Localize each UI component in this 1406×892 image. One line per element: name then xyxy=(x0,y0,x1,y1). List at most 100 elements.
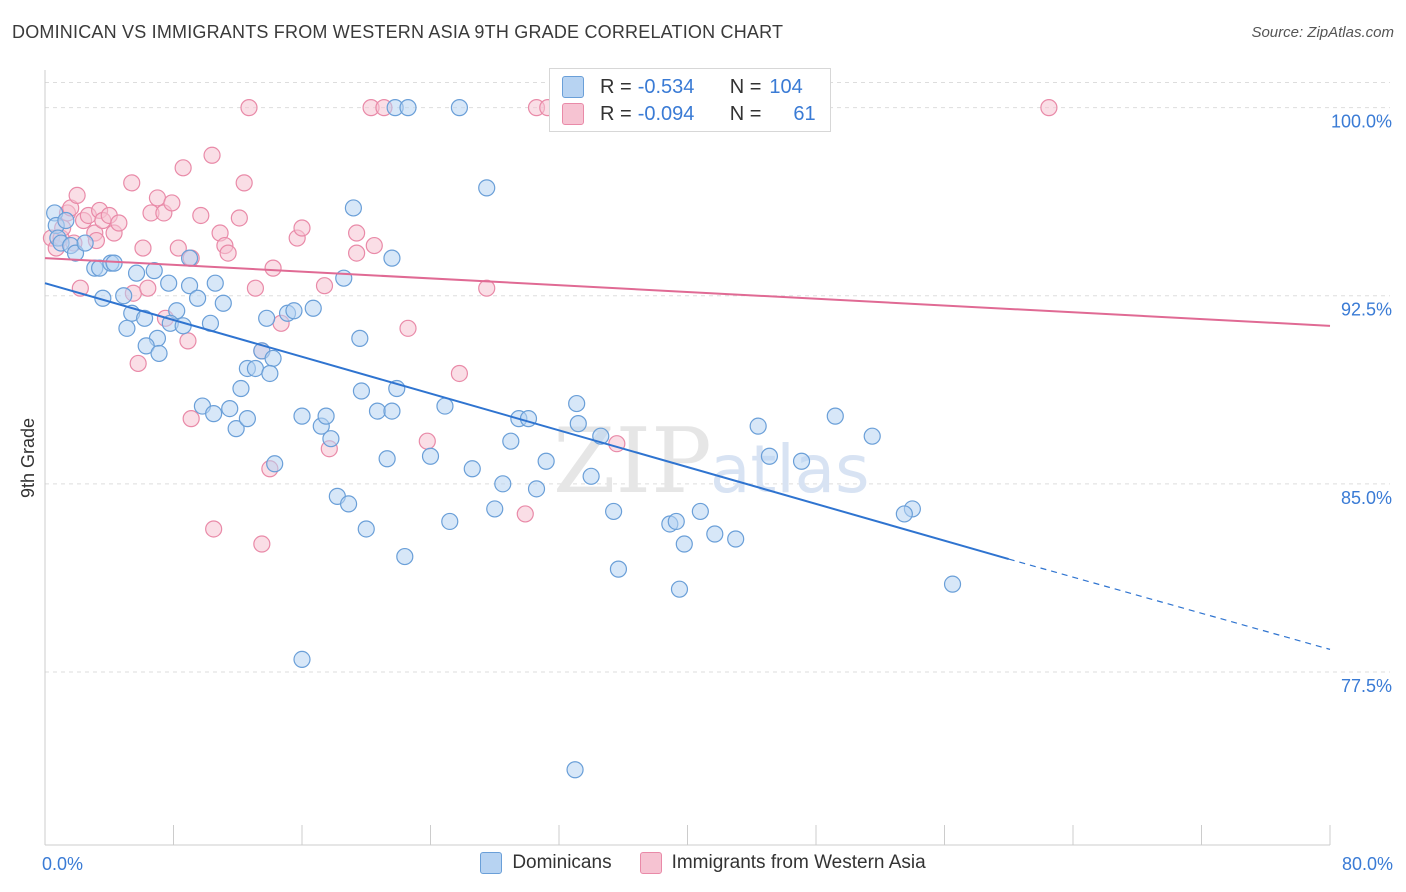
y-tick-label: 77.5% xyxy=(1341,676,1392,696)
dominican-point xyxy=(105,254,123,272)
source-label: Source: ZipAtlas.com xyxy=(1251,24,1394,41)
dominican-point xyxy=(706,525,724,543)
dominican-point xyxy=(205,405,223,423)
dominican-point xyxy=(57,211,75,230)
dominican-point xyxy=(322,430,340,448)
watermark-atlas: atlas xyxy=(710,431,870,508)
n-value: 104 xyxy=(769,75,803,98)
dominican-point xyxy=(863,427,881,445)
grid-lines xyxy=(45,82,1390,673)
western-asia-point xyxy=(192,206,210,225)
dominican-trend-extension xyxy=(1008,558,1331,650)
trend-lines xyxy=(44,257,1331,650)
watermark: ZIP atlas xyxy=(553,409,870,514)
western-asia-point xyxy=(348,224,366,242)
legend-swatch-pink xyxy=(639,852,662,874)
dominican-point xyxy=(463,460,481,478)
dominican-point xyxy=(441,512,459,531)
western-asia-point xyxy=(516,505,534,523)
dominican-point xyxy=(227,420,245,438)
dominican-point xyxy=(206,274,224,292)
dominican-point xyxy=(667,512,685,531)
stats-row-dominicans: R = -0.534 N = 104 xyxy=(562,74,803,100)
dominican-point xyxy=(188,289,207,307)
tick-labels: 77.5% 85.0% 92.5% 100.0% 0.0% 80.0% 9th Grade xyxy=(18,112,1393,874)
western-asia-point xyxy=(139,279,157,297)
dominican-point xyxy=(352,382,371,400)
western-asia-point xyxy=(399,319,417,337)
y-axis-label: 9th Grade xyxy=(18,418,38,498)
western-asia-point xyxy=(179,332,197,350)
dominican-point xyxy=(378,450,396,468)
dominican-point xyxy=(383,249,401,267)
dominican-point xyxy=(180,277,199,295)
dominican-point xyxy=(344,199,362,217)
r-label: R = xyxy=(600,75,632,98)
western-asia-point xyxy=(68,186,86,205)
western-asia-point xyxy=(123,174,141,192)
dominican-point xyxy=(760,447,779,465)
dominican-point xyxy=(502,432,520,450)
legend-item-dominicans[interactable]: Dominicans xyxy=(480,852,612,874)
dominican-point xyxy=(569,415,587,433)
western-asia-point xyxy=(478,279,496,297)
dominican-point xyxy=(478,179,496,197)
dominican-point xyxy=(127,264,146,282)
r-value: -0.094 xyxy=(637,102,695,125)
dominican-point xyxy=(537,452,555,470)
r-label: R = xyxy=(600,102,632,125)
western-asia-point xyxy=(1040,99,1058,117)
western-asia-point xyxy=(264,259,282,277)
dominican-point xyxy=(214,294,232,312)
dominican-point xyxy=(264,349,282,368)
dominican-point xyxy=(566,761,584,779)
x-tick-label: 0.0% xyxy=(42,854,83,874)
dominican-point xyxy=(826,407,844,425)
dominican-points xyxy=(46,99,962,779)
dominican-trend-line xyxy=(44,282,1010,561)
western-asia-point xyxy=(219,244,237,262)
dominican-point xyxy=(285,302,303,320)
western-asia-point xyxy=(235,174,253,192)
legend-swatch-pink xyxy=(562,103,584,125)
dominican-point xyxy=(115,287,133,305)
dominican-point xyxy=(486,500,504,518)
western-asia-point xyxy=(365,236,383,255)
dominican-point xyxy=(792,452,811,470)
western-asia-point xyxy=(148,189,167,207)
y-tick-label: 100.0% xyxy=(1331,112,1392,132)
western-asia-point xyxy=(230,209,248,227)
western-asia-point xyxy=(182,410,200,428)
western-asia-point xyxy=(205,520,223,538)
y-tick-label: 85.0% xyxy=(1341,488,1392,508)
dominican-point xyxy=(135,309,154,327)
dominican-point xyxy=(232,379,250,398)
series-legend: Dominicans Immigrants from Western Asia xyxy=(0,852,1406,874)
western-asia-point xyxy=(203,146,221,164)
dominican-point xyxy=(527,480,546,498)
dominican-point xyxy=(246,359,265,378)
dominican-point xyxy=(895,505,913,523)
dominican-point xyxy=(150,344,168,363)
stats-row-western-asia: R = -0.094 N = 61 xyxy=(562,101,816,127)
dominican-point xyxy=(180,249,199,267)
dominican-point xyxy=(258,309,276,327)
dominican-point xyxy=(317,407,335,425)
dominican-point xyxy=(238,410,256,428)
legend-label: Dominicans xyxy=(512,852,612,873)
dominican-point xyxy=(450,99,469,117)
dominican-point xyxy=(351,329,369,347)
dominican-point xyxy=(304,299,322,317)
dominican-point xyxy=(436,397,454,415)
dominican-point xyxy=(399,99,417,117)
dominican-point xyxy=(691,502,709,521)
dominican-point xyxy=(357,520,375,538)
x-tick-label: 80.0% xyxy=(1342,854,1393,874)
dominican-point xyxy=(76,234,94,252)
legend-item-western-asia[interactable]: Immigrants from Western Asia xyxy=(639,852,926,874)
n-label: N = xyxy=(729,75,762,98)
dominican-point xyxy=(727,530,745,548)
stats-legend: R = -0.534 N = 104 R = -0.094 N = 61 xyxy=(549,68,831,132)
western-asia-point xyxy=(110,214,128,232)
